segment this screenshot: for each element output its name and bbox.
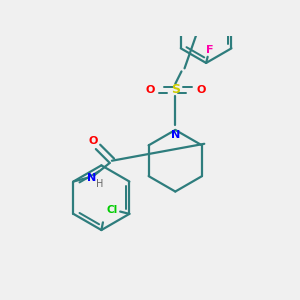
Text: O: O (89, 136, 98, 146)
Text: Cl: Cl (107, 205, 118, 215)
Text: O: O (196, 85, 206, 95)
Text: H: H (96, 179, 103, 189)
Text: F: F (206, 45, 214, 55)
Text: S: S (171, 83, 180, 96)
Text: O: O (145, 85, 154, 95)
Text: N: N (171, 130, 180, 140)
Text: N: N (87, 173, 97, 183)
